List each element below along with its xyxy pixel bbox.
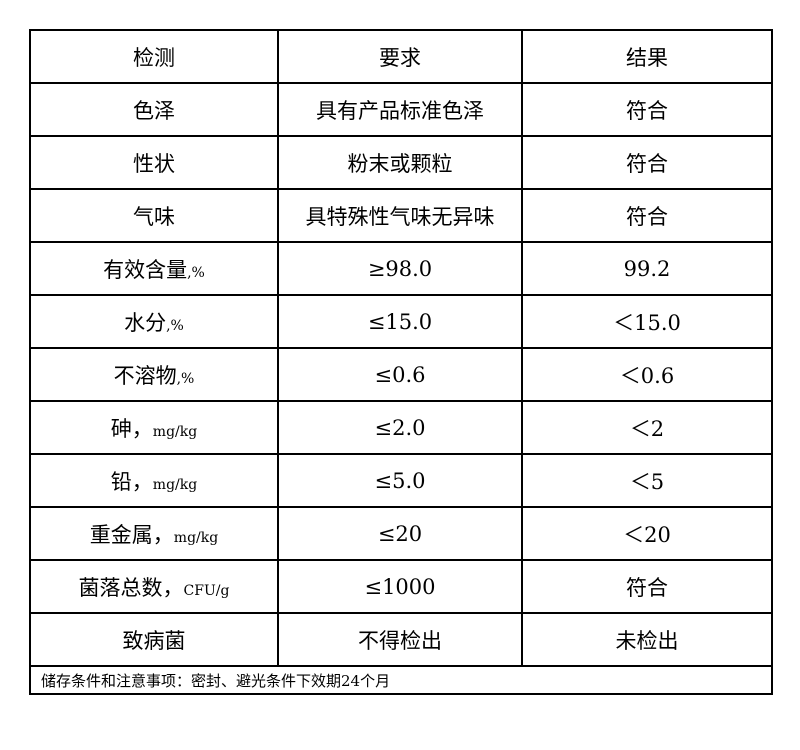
table-row: 有效含量,% ≥98.0 99.2: [29, 241, 773, 296]
requirement-cell: ≤15.0: [277, 294, 523, 349]
item-cell: 气味: [29, 188, 279, 243]
result-cell: 未检出: [521, 612, 773, 667]
storage-note: 储存条件和注意事项：密封、避光条件下效期24个月: [29, 665, 773, 695]
item-name: 砷，: [110, 416, 153, 441]
item-name: 致病菌: [122, 628, 186, 653]
table-row: 水分,% ≤15.0 ＜15.0: [29, 294, 773, 349]
result-cell: ＜2: [521, 400, 773, 455]
item-cell: 有效含量,%: [29, 241, 279, 296]
item-cell: 不溶物,%: [29, 347, 279, 402]
requirement-cell: ≤2.0: [277, 400, 523, 455]
item-name: 性状: [133, 151, 175, 176]
result-cell: ＜20: [521, 506, 773, 561]
item-name: 色泽: [133, 98, 175, 123]
table-row: 性状 粉末或颗粒 符合: [29, 135, 773, 190]
requirement-cell: ≥98.0: [277, 241, 523, 296]
header-requirement: 要求: [277, 29, 523, 84]
item-cell: 性状: [29, 135, 279, 190]
header-item: 检测: [29, 29, 279, 84]
item-unit: mg/kg: [152, 476, 198, 493]
requirement-cell: ≤1000: [277, 559, 523, 614]
item-cell: 重金属，mg/kg: [29, 506, 279, 561]
table-row: 重金属，mg/kg ≤20 ＜20: [29, 506, 773, 561]
result-cell: 符合: [521, 559, 773, 614]
result-cell: 符合: [521, 82, 773, 137]
item-name: 有效含量: [103, 257, 188, 282]
item-cell: 色泽: [29, 82, 279, 137]
item-unit: ,%: [187, 264, 205, 281]
table-row: 菌落总数，CFU/g ≤1000 符合: [29, 559, 773, 614]
item-cell: 菌落总数，CFU/g: [29, 559, 279, 614]
item-cell: 砷，mg/kg: [29, 400, 279, 455]
inspection-table: 检测 要求 结果 色泽 具有产品标准色泽 符合 性状 粉末或颗粒 符合 气味 具特殊性气味无异…: [29, 29, 773, 695]
requirement-cell: 粉末或颗粒: [277, 135, 523, 190]
result-cell: ＜5: [521, 453, 773, 508]
result-cell: ＜15.0: [521, 294, 773, 349]
item-cell: 铅，mg/kg: [29, 453, 279, 508]
item-name: 铅，: [110, 469, 153, 494]
table-row: 铅，mg/kg ≤5.0 ＜5: [29, 453, 773, 508]
item-unit: mg/kg: [152, 423, 198, 440]
requirement-cell: ≤5.0: [277, 453, 523, 508]
table-row: 不溶物,% ≤0.6 ＜0.6: [29, 347, 773, 402]
requirement-cell: 不得检出: [277, 612, 523, 667]
result-cell: 符合: [521, 135, 773, 190]
table-row: 致病菌 不得检出 未检出: [29, 612, 773, 667]
table-row: 色泽 具有产品标准色泽 符合: [29, 82, 773, 137]
requirement-cell: ≤0.6: [277, 347, 523, 402]
requirement-cell: ≤20: [277, 506, 523, 561]
item-unit: mg/kg: [173, 529, 219, 546]
result-cell: 99.2: [521, 241, 773, 296]
header-row: 检测 要求 结果: [29, 29, 773, 84]
header-result: 结果: [521, 29, 773, 84]
item-name: 重金属，: [89, 522, 174, 547]
requirement-cell: 具特殊性气味无异味: [277, 188, 523, 243]
item-unit: ,%: [166, 317, 184, 334]
item-name: 气味: [133, 204, 175, 229]
result-cell: 符合: [521, 188, 773, 243]
table-row: 气味 具特殊性气味无异味 符合: [29, 188, 773, 243]
item-name: 菌落总数，: [78, 575, 184, 600]
item-cell: 水分,%: [29, 294, 279, 349]
item-name: 水分: [124, 310, 167, 335]
item-unit: ,%: [176, 370, 195, 387]
item-cell: 致病菌: [29, 612, 279, 667]
table-row: 砷，mg/kg ≤2.0 ＜2: [29, 400, 773, 455]
item-unit: CFU/g: [183, 582, 230, 599]
requirement-cell: 具有产品标准色泽: [277, 82, 523, 137]
item-name: 不溶物: [113, 363, 177, 388]
footer-row: 储存条件和注意事项：密封、避光条件下效期24个月: [29, 665, 773, 695]
result-cell: ＜0.6: [521, 347, 773, 402]
